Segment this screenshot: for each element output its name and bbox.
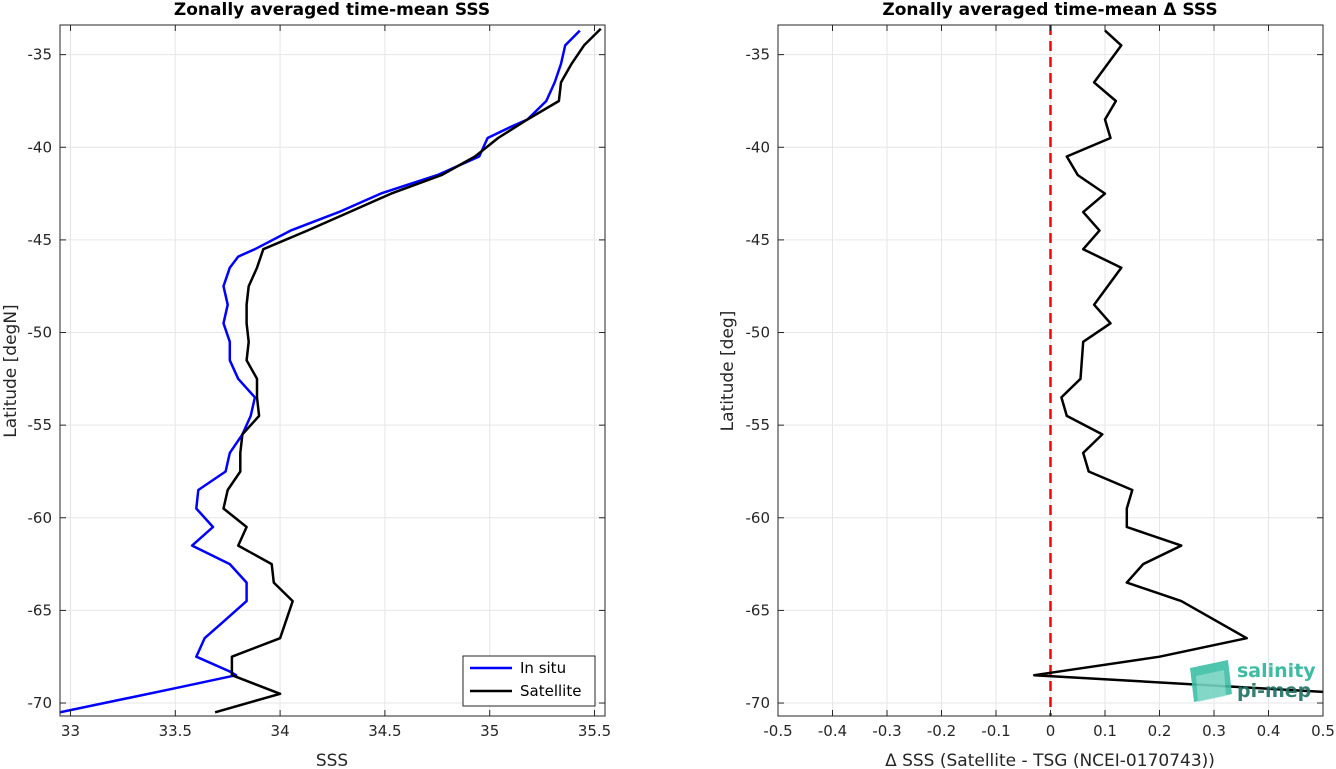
right-x-tick-label: -0.3	[872, 722, 901, 740]
logo-text-salinity: salinity	[1237, 660, 1316, 682]
chart-title-right: Zonally averaged time-mean Δ SSS	[882, 0, 1217, 20]
left-x-tick-label: 34	[271, 722, 290, 740]
y-axis-label-right: Latitude [deg]	[718, 311, 738, 432]
right-y-tick-label: -45	[746, 231, 771, 249]
series-line-in-situ	[60, 29, 581, 714]
x-axis-label-right: Δ SSS (Satellite - TSG (NCEI-0170743))	[885, 751, 1215, 769]
logo-text-pi-mep: pi-mep	[1237, 680, 1311, 702]
left-x-tick-label: 33.5	[159, 722, 192, 740]
right-x-tick-label: 0.2	[1148, 722, 1172, 740]
x-axis-label-left: SSS	[316, 751, 348, 769]
right-x-tick-label: -0.4	[818, 722, 847, 740]
right-y-tick-label: -50	[746, 324, 771, 342]
right-x-tick-label: -0.1	[981, 722, 1010, 740]
right-y-tick-label: -35	[746, 46, 771, 64]
right-axes: -0.5 -0.4 -0.3 -0.2 -0.1 0 0.1 0.2 0.3 0.4 0.5 -70 -…	[746, 24, 1335, 740]
right-x-tick-label: -0.2	[927, 722, 956, 740]
left-plot-area	[60, 25, 605, 716]
right-y-tick-label: -55	[746, 416, 771, 434]
left-y-tick-label: -55	[28, 416, 53, 434]
left-axes: 33 33.5 34 34.5 35 35.5 -70 -65 -60 -55 -50 -45 -40 -…	[28, 24, 611, 740]
left-y-tick-label: -70	[28, 694, 53, 712]
right-x-tick-label: 0	[1046, 722, 1056, 740]
right-x-tick-label: 0.4	[1257, 722, 1281, 740]
series-line-delta-sss	[1032, 29, 1323, 694]
salinity-pi-mep-logo: salinity pi-mep	[1190, 660, 1316, 702]
legend: In situ Satellite	[462, 655, 596, 707]
right-y-tick-label: -65	[746, 601, 771, 619]
right-x-tick-label: -0.5	[763, 722, 792, 740]
y-axis-label-left: Latitude [degN]	[1, 304, 21, 437]
right-x-tick-label: 0.5	[1311, 722, 1335, 740]
left-y-tick-label: -40	[28, 138, 53, 156]
legend-box	[462, 655, 596, 707]
chart-title-left: Zonally averaged time-mean SSS	[174, 0, 490, 20]
series-line-satellite	[214, 27, 602, 714]
left-x-tick-label: 34.5	[368, 722, 401, 740]
logo-mark-inner	[1196, 670, 1226, 702]
left-y-tick-label: -45	[28, 231, 53, 249]
left-x-tick-label: 33	[61, 722, 80, 740]
right-x-tick-label: 0.1	[1093, 722, 1117, 740]
left-y-tick-label: -65	[28, 601, 53, 619]
right-x-tick-label: 0.3	[1202, 722, 1226, 740]
right-y-tick-label: -70	[746, 694, 771, 712]
right-y-tick-label: -60	[746, 509, 771, 527]
legend-label-satellite: Satellite	[520, 682, 581, 700]
left-axes-frame	[59, 24, 606, 717]
left-y-tick-label: -60	[28, 509, 53, 527]
left-x-tick-label: 35.5	[578, 722, 611, 740]
left-y-tick-label: -35	[28, 46, 53, 64]
right-y-tick-label: -40	[746, 138, 771, 156]
left-y-tick-label: -50	[28, 324, 53, 342]
legend-label-in-situ: In situ	[520, 659, 566, 677]
left-x-tick-label: 35	[480, 722, 499, 740]
